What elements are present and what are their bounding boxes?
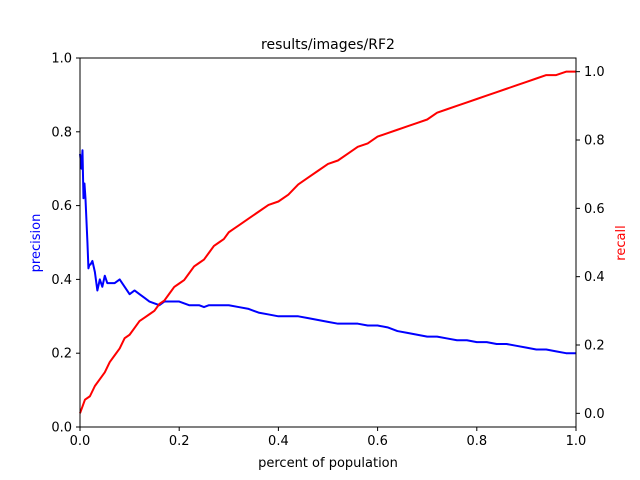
- x-tick-label: 0.2: [169, 434, 190, 449]
- x-axis-label: percent of population: [258, 456, 398, 471]
- y-right-tick-label: 0.0: [584, 407, 605, 422]
- plot-lines: [79, 70, 576, 414]
- y-right-tick-label: 0.6: [584, 202, 605, 217]
- y-right-tick-label: 0.4: [584, 270, 605, 285]
- y-left-tick-label: 0.0: [51, 421, 72, 436]
- y-axis-left-label: precision: [29, 214, 44, 273]
- x-tick-label: 0.6: [367, 434, 388, 449]
- x-tick-label: 0.4: [268, 434, 289, 449]
- axes: 0.0 0.2 0.4 0.6 0.8 1.0 0.0 0.2 0.4 0.6 0.8 1.0 0.0 0…: [51, 52, 604, 450]
- y-right-tick-label: 0.8: [584, 134, 605, 149]
- x-tick-label: 0.8: [466, 434, 487, 449]
- x-tick-label: 0.0: [70, 434, 91, 449]
- y-left-tick-label: 0.8: [51, 125, 72, 140]
- precision-series-line: [79, 149, 576, 355]
- y-axis-right-label: recall: [614, 225, 629, 260]
- x-tick-label: 1.0: [566, 434, 587, 449]
- y-left-tick-label: 1.0: [51, 52, 72, 67]
- chart-title: results/images/RF2: [261, 37, 395, 53]
- plot-frame: [79, 57, 577, 428]
- y-right-tick-label: 0.2: [584, 339, 605, 354]
- y-left-tick-label: 0.6: [51, 199, 72, 214]
- y-left-tick-label: 0.4: [51, 273, 72, 288]
- recall-series-line: [79, 70, 576, 414]
- y-left-tick-label: 0.2: [51, 347, 72, 362]
- y-right-tick-label: 1.0: [584, 65, 605, 80]
